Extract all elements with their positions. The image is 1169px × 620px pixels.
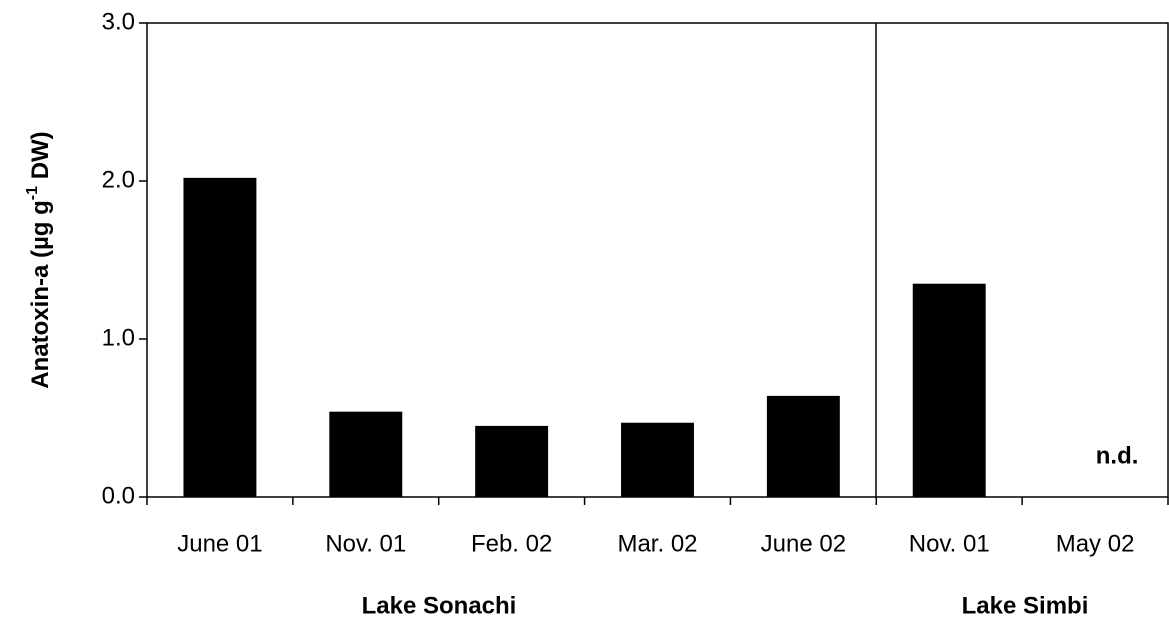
- x-tick-label: Mar. 02: [617, 530, 697, 557]
- x-tick-label: June 01: [177, 530, 262, 557]
- x-tick-label: Feb. 02: [471, 530, 552, 557]
- x-tick-label: Nov. 01: [325, 530, 406, 557]
- y-axis-label: Anatoxin-a (µg g-1 DW): [24, 131, 54, 388]
- x-tick-label: Nov. 01: [909, 530, 990, 557]
- y-label-part: DW): [27, 131, 54, 186]
- annotation: n.d.: [1096, 442, 1139, 469]
- group-label: Lake Sonachi: [362, 592, 517, 619]
- bar: [621, 422, 694, 497]
- bar: [766, 395, 840, 497]
- y-tick-label: 3.0: [102, 8, 135, 35]
- y-tick-label: 0.0: [102, 482, 135, 509]
- x-tick-label: June 02: [761, 530, 846, 557]
- bar: [183, 177, 257, 497]
- y-label-part: Anatoxin-a (µg g: [27, 200, 54, 388]
- x-tick-label: May 02: [1056, 530, 1135, 557]
- bar: [329, 411, 403, 497]
- y-tick-label: 1.0: [102, 324, 135, 351]
- y-label-superscript: -1: [24, 186, 41, 200]
- bar: [475, 425, 549, 497]
- group-label: Lake Simbi: [962, 592, 1089, 619]
- y-tick-label: 2.0: [102, 166, 135, 193]
- bar: [912, 283, 986, 497]
